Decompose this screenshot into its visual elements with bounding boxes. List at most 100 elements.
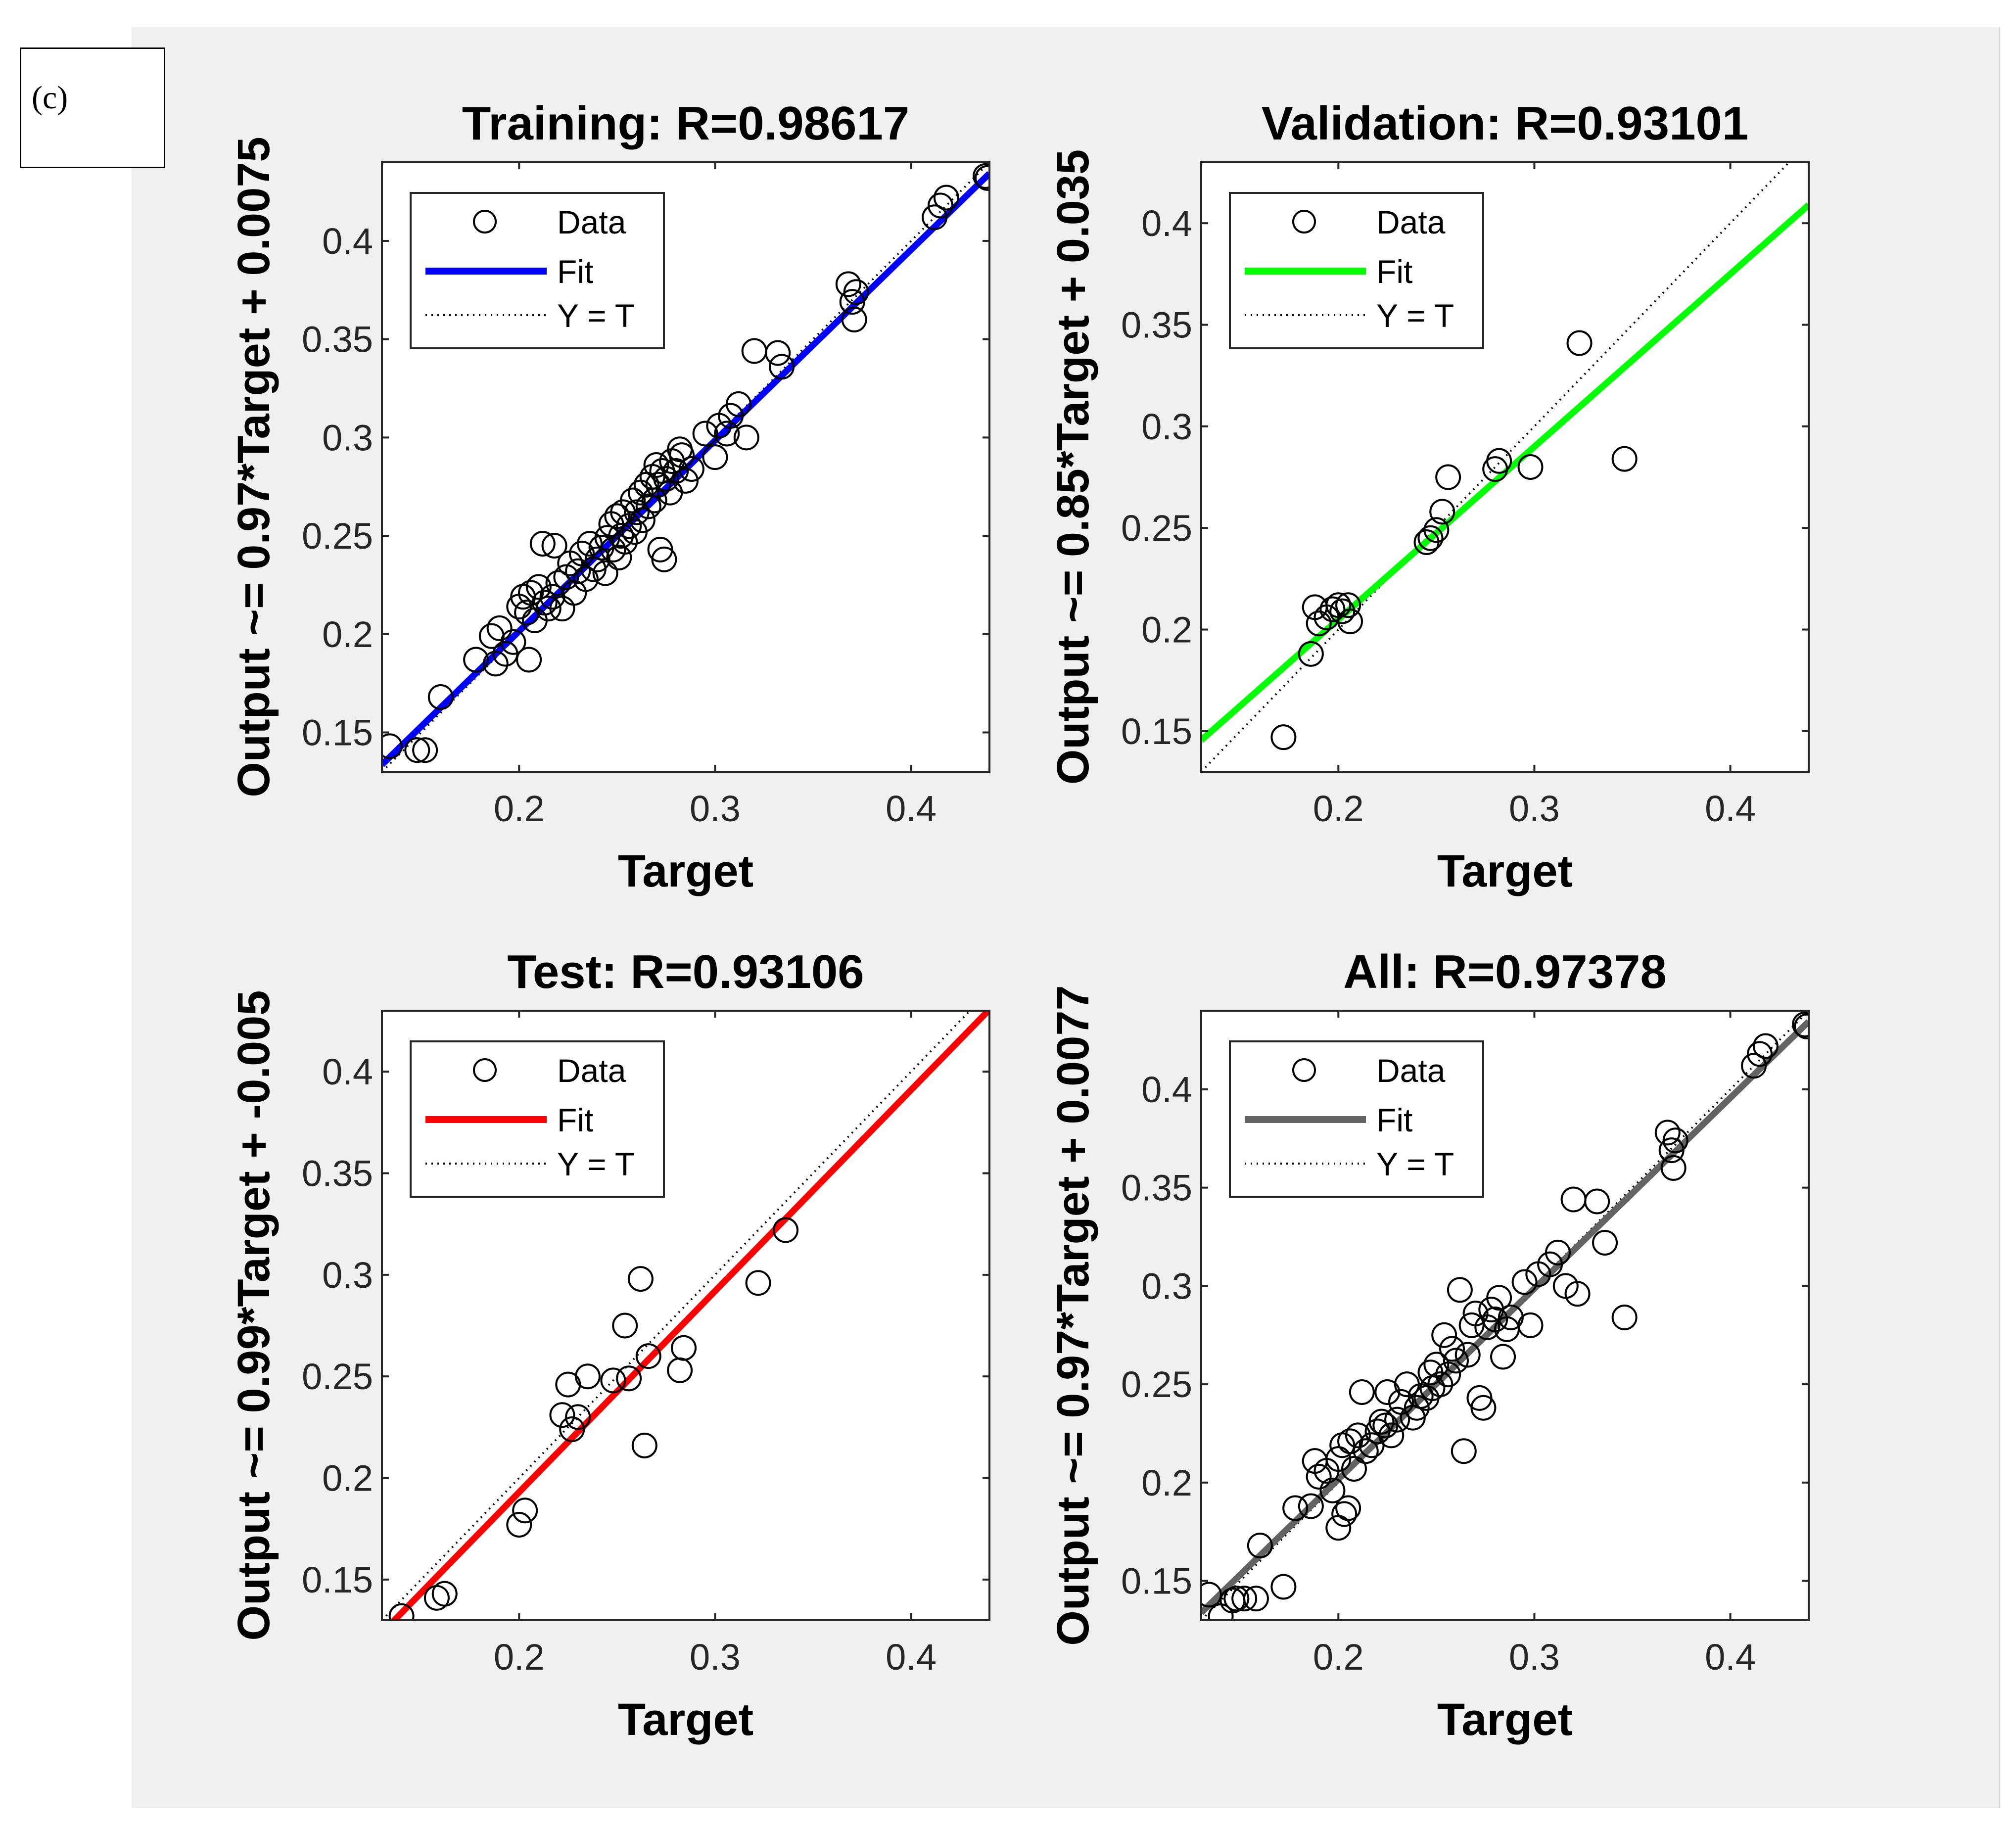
test-data-point xyxy=(627,1266,654,1292)
all-data-point xyxy=(1270,1574,1297,1600)
test-y-tick-label: 0.4 xyxy=(322,1051,373,1092)
all-data-point xyxy=(1486,1285,1512,1311)
all-data-point xyxy=(1564,1281,1591,1307)
training-y-tick-label: 0.2 xyxy=(322,614,373,655)
all-data-point xyxy=(1794,1013,1809,1039)
training-legend-data-marker xyxy=(473,210,497,234)
validation-plot: 0.2 0.3 0.4 0.15 0.2 0.25 0.3 0.35 0.4 Validation… xyxy=(1048,97,1810,896)
training-data-point xyxy=(975,165,989,191)
training-data-point xyxy=(404,737,430,763)
training-data-point xyxy=(572,566,599,592)
test-data-point xyxy=(388,1603,415,1620)
all-y-axis-label: Output ~= 0.97*Target + 0.0077 xyxy=(1048,985,1098,1645)
all-data-point xyxy=(1792,1011,1809,1037)
all-plot-area xyxy=(1201,1011,1809,1620)
training-data-point xyxy=(531,590,558,616)
validation-data-point xyxy=(1429,499,1455,525)
validation-data-point xyxy=(1517,454,1544,480)
training-data-point xyxy=(541,532,567,559)
training-data-point xyxy=(841,306,867,332)
validation-x-tick-label: 0.2 xyxy=(1313,788,1364,829)
all-data-point xyxy=(1447,1277,1473,1303)
all-y-tick-label: 0.3 xyxy=(1141,1265,1192,1307)
training-legend-fit-label: Fit xyxy=(557,253,593,290)
validation-y-tick-label: 0.4 xyxy=(1141,203,1192,244)
all-y-tick-label: 0.35 xyxy=(1121,1168,1192,1209)
training-data-point xyxy=(535,596,562,622)
all-data-point xyxy=(1201,1582,1222,1608)
training-data-point xyxy=(663,458,689,484)
test-data-point xyxy=(612,1312,638,1339)
test-data-point xyxy=(745,1270,771,1296)
training-title: Training: R=0.98617 xyxy=(462,97,909,150)
training-data-point xyxy=(623,499,650,525)
training-data-point xyxy=(835,271,861,297)
all-data-point xyxy=(1451,1438,1477,1464)
test-x-tick-label: 0.2 xyxy=(494,1637,545,1678)
test-plot-area xyxy=(382,1011,989,1620)
validation-data-point xyxy=(1417,525,1444,551)
validation-data-point xyxy=(1566,330,1593,356)
training-x-tick-label: 0.2 xyxy=(494,788,545,829)
test-y-tick-label: 0.35 xyxy=(302,1153,373,1194)
validation-legend-data-label: Data xyxy=(1376,204,1446,240)
all-data-point xyxy=(1298,1493,1324,1519)
training-data-point xyxy=(692,421,718,447)
test-data-point xyxy=(773,1217,799,1243)
training-data-point xyxy=(616,513,642,539)
training-data-point xyxy=(576,530,603,557)
test-data-point xyxy=(635,1343,661,1369)
test-y-tick-label: 0.2 xyxy=(322,1458,373,1499)
test-x-tick-label: 0.3 xyxy=(690,1637,741,1678)
all-data-point xyxy=(1517,1312,1544,1338)
training-data-point xyxy=(651,546,677,572)
training-data-point xyxy=(594,525,620,551)
all-data-point xyxy=(1660,1155,1687,1181)
all-data-point xyxy=(1662,1127,1688,1154)
test-y-tick-label: 0.25 xyxy=(302,1356,373,1397)
panel-label: (c) xyxy=(32,80,68,116)
all-data-point xyxy=(1335,1495,1361,1521)
test-y-tick-label: 0.15 xyxy=(302,1559,373,1600)
test-legend-data-marker xyxy=(473,1058,497,1082)
all-data-point xyxy=(1474,1314,1500,1340)
validation-legend: Data Fit Y = T xyxy=(1229,192,1484,349)
training-data-point xyxy=(733,424,759,451)
training-data-point xyxy=(702,444,728,470)
validation-data-point xyxy=(1306,610,1332,637)
training-data-point xyxy=(382,733,403,759)
all-data-point xyxy=(1341,1455,1367,1482)
all-data-point xyxy=(1319,1477,1346,1503)
training-legend-identity-label: Y = T xyxy=(557,297,635,334)
all-data-point xyxy=(1470,1395,1497,1421)
all-data-point xyxy=(1431,1322,1457,1348)
training-data-point xyxy=(843,279,869,305)
validation-data-point xyxy=(1435,464,1461,490)
all-data-point xyxy=(1435,1361,1461,1388)
validation-data-point xyxy=(1423,517,1450,543)
training-data-point xyxy=(673,468,699,494)
test-fit-line xyxy=(390,1011,989,1620)
training-data-point xyxy=(545,570,571,596)
training-data-point xyxy=(643,452,669,478)
validation-y-tick-label: 0.2 xyxy=(1141,609,1192,651)
training-y-tick-label: 0.35 xyxy=(302,319,373,360)
training-data-point xyxy=(635,493,661,519)
training-y-tick-label: 0.25 xyxy=(302,515,373,557)
training-x-tick-label: 0.3 xyxy=(690,788,741,829)
training-data-point xyxy=(714,421,740,447)
all-data-point xyxy=(1454,1342,1481,1368)
test-legend: Data Fit Y = T xyxy=(410,1040,665,1198)
validation-y-tick-label: 0.15 xyxy=(1121,711,1192,752)
training-data-point xyxy=(653,466,679,492)
training-x-axis-label: Target xyxy=(618,846,753,896)
training-data-point xyxy=(525,574,552,600)
test-axes-frame xyxy=(381,1010,990,1621)
all-data-point xyxy=(1752,1033,1779,1059)
training-data-point xyxy=(678,456,704,482)
all-data-point xyxy=(1404,1395,1430,1421)
validation-x-axis-label: Target xyxy=(1437,846,1573,896)
validation-x-tick-label: 0.3 xyxy=(1509,788,1560,829)
training-legend: Data Fit Y = T xyxy=(410,192,665,349)
test-data-point xyxy=(671,1335,697,1361)
